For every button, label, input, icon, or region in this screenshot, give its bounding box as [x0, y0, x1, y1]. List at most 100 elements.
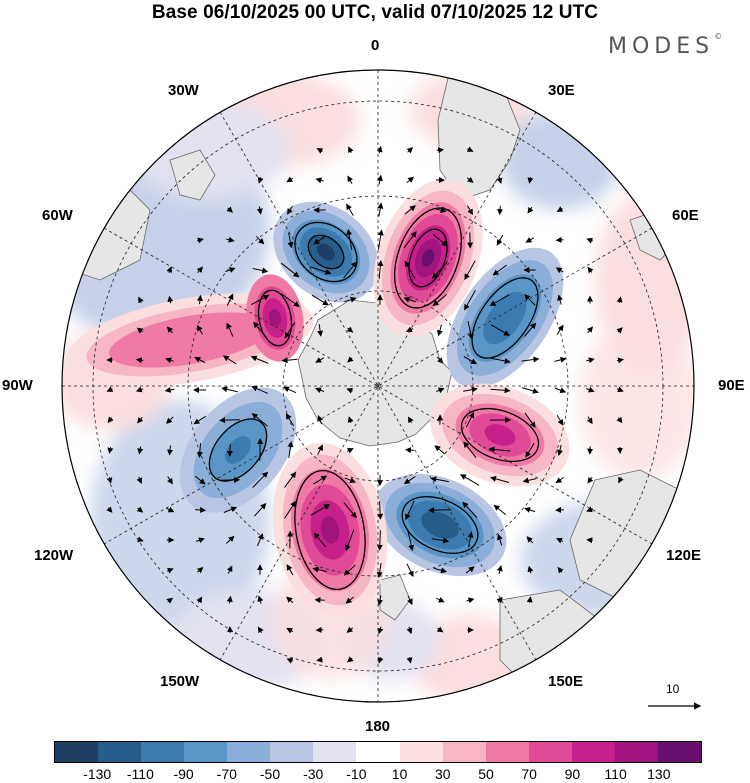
wind-arrow [436, 387, 445, 394]
wind-arrow [376, 562, 383, 578]
wind-arrow [315, 357, 325, 363]
wind-arrow [106, 386, 114, 392]
colorbar-swatch [356, 742, 400, 762]
wind-arrow [436, 324, 443, 337]
wind-arrow [256, 206, 263, 215]
wind-arrow [165, 416, 174, 424]
wind-arrow [251, 385, 268, 394]
pole-marker: • [377, 382, 380, 391]
wind-arrow [167, 476, 173, 485]
wind-arrow [467, 205, 474, 216]
wind-arrow [316, 656, 323, 663]
colorbar-tick-label: 30 [435, 766, 451, 782]
wind-arrow [346, 203, 354, 216]
wind-arrow [554, 356, 567, 363]
wind-arrow [287, 441, 294, 459]
wind-arrow [586, 506, 594, 513]
wind-arrow [406, 147, 414, 154]
wind-arrow [466, 146, 474, 152]
wind-arrow [587, 476, 594, 484]
wind-arrow [587, 266, 594, 274]
wind-arrow [586, 537, 593, 544]
wind-arrow [280, 293, 300, 307]
wind-arrow [257, 595, 264, 604]
colorbar-tick-label: 90 [564, 766, 581, 782]
wind-arrow [317, 414, 324, 425]
wind-arrow [311, 294, 329, 306]
wind-arrow [346, 448, 354, 454]
wind-arrow [315, 387, 325, 394]
wind-arrow [407, 595, 413, 606]
wind-arrow [489, 294, 510, 307]
colorbar-swatch [571, 742, 615, 762]
wind-arrow [280, 262, 300, 278]
colorbar-tick-label: -130 [83, 766, 112, 782]
wind-arrow [431, 261, 448, 279]
colorbar-swatch [184, 742, 228, 762]
wind-arrow [194, 475, 206, 485]
wind-arrow [555, 476, 564, 484]
wind-arrow [196, 266, 204, 274]
wind-arrow [377, 202, 384, 217]
wind-arrow [376, 174, 383, 185]
wind-arrow [250, 355, 269, 364]
wind-arrow [135, 357, 144, 364]
lon-label-90w: 90W [2, 377, 33, 394]
wind-arrow [616, 296, 623, 303]
wind-arrow [312, 566, 327, 573]
wind-arrow [431, 537, 450, 544]
wind-arrow [490, 475, 510, 483]
wind-arrow [348, 146, 354, 154]
wind-arrow [430, 476, 449, 483]
wind-arrow [463, 441, 477, 459]
colorbar-swatch [657, 742, 701, 762]
wind-arrow [556, 537, 564, 544]
wind-arrow [284, 500, 296, 519]
wind-arrow [219, 417, 240, 424]
wind-arrow [136, 476, 143, 485]
wind-arrow [404, 260, 416, 279]
wind-arrow [284, 322, 296, 339]
wind-arrow [586, 326, 594, 334]
wind-arrow [285, 413, 295, 427]
wind-arrow [346, 387, 354, 394]
wind-arrow [286, 627, 294, 634]
wind-arrow [403, 475, 416, 485]
wind-arrow [497, 205, 504, 216]
wind-arrow [347, 656, 354, 663]
wind-arrow [436, 147, 445, 154]
wind-arrow [281, 357, 298, 364]
wind-arrow [403, 231, 417, 249]
wind-arrow [527, 565, 534, 574]
brand-name: MODES [608, 34, 715, 59]
wind-arrow [466, 597, 475, 604]
wind-arrow [460, 474, 480, 486]
colorbar-tick-label: -110 [126, 766, 154, 782]
wind-arrow [586, 357, 595, 364]
wind-arrow [377, 260, 384, 280]
wind-arrow [164, 386, 175, 393]
wind-arrow [490, 324, 510, 336]
colorbar-swatch [528, 742, 572, 762]
wind-arrow [488, 446, 511, 453]
wind-arrow [135, 386, 144, 393]
wind-arrow [287, 232, 294, 249]
lon-label-30w: 30W [168, 82, 199, 99]
lon-label-150e: 150E [548, 673, 584, 690]
wind-arrow [557, 566, 564, 574]
wind-arrow [490, 357, 511, 364]
wind-arrow [524, 507, 536, 513]
wind-arrow [490, 387, 511, 394]
wind-arrow [555, 267, 564, 274]
wind-arrow [222, 355, 237, 365]
page-title: Base 06/10/2025 00 UTC, valid 07/10/2025… [151, 2, 599, 23]
wind-arrow [557, 294, 563, 305]
wind-arrow [309, 266, 332, 275]
wind-arrow [404, 205, 416, 215]
colorbar-tick-label: -30 [303, 766, 324, 782]
wind-arrow [196, 237, 204, 244]
wind-arrow [194, 357, 206, 363]
wind-arrow [403, 296, 416, 303]
lon-label-0: 0 [371, 37, 380, 54]
